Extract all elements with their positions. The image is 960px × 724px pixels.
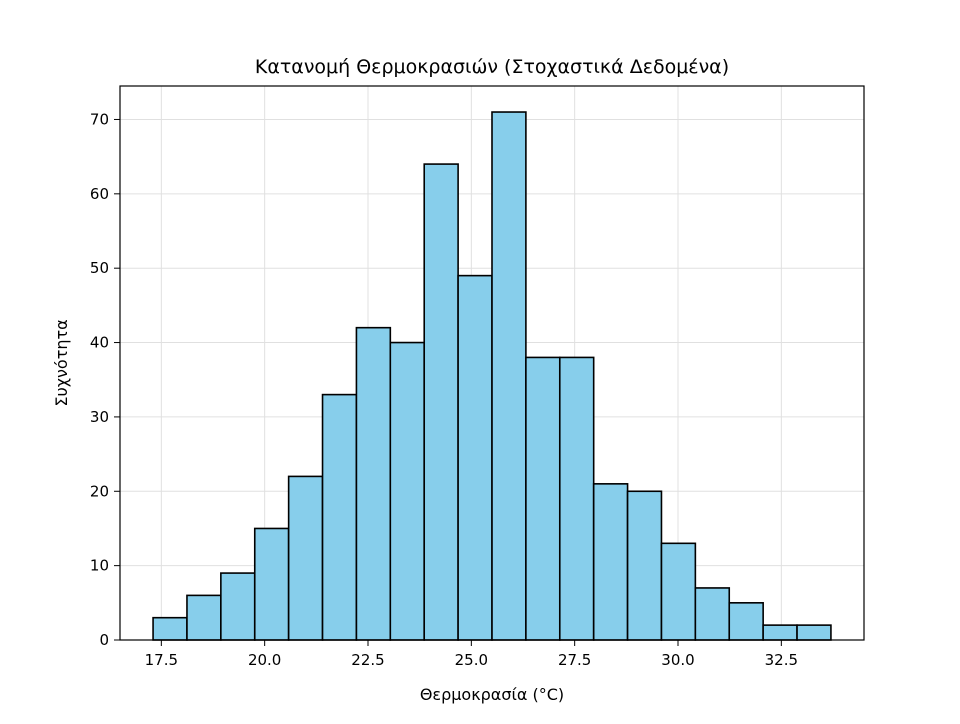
histogram-bar-7	[389, 341, 426, 641]
x-axis-label: Θερμοκρασία (°C)	[420, 685, 564, 704]
y-axis-ticks: 0 10 20 30 40 50 60 70	[90, 110, 120, 649]
y-tick-label: 20	[90, 482, 109, 500]
x-tick-label: 30.0	[661, 651, 694, 669]
histogram-bar-0	[152, 616, 188, 641]
histogram-bar-18	[762, 624, 798, 641]
chart-title: Κατανομή Θερμοκρασιών (Στοχαστικά Δεδομέ…	[255, 56, 729, 78]
histogram-bar-16	[694, 587, 731, 641]
plot-frame	[119, 85, 865, 641]
y-tick-label: 50	[90, 259, 109, 277]
x-tick-label: 32.5	[765, 651, 798, 669]
histogram-bar-9	[457, 274, 493, 641]
histogram-bar-8	[423, 163, 459, 641]
histogram-bar-5	[321, 393, 358, 641]
histogram-bar-1	[186, 594, 222, 641]
x-axis-ticks: 17.5 20.0 22.5 25.0 27.5 30.0 32.5	[145, 640, 798, 669]
y-tick-label: 70	[90, 110, 109, 128]
histogram-bar-3	[253, 527, 290, 641]
histogram-bar-15	[660, 542, 697, 641]
histogram-bar-11	[525, 356, 561, 641]
y-tick-label: 30	[90, 408, 109, 426]
x-tick-label: 22.5	[351, 651, 384, 669]
histogram-bar-14	[626, 490, 663, 641]
histogram-bar-2	[220, 572, 256, 641]
y-tick-label: 0	[99, 631, 109, 649]
y-axis-label: Συχνότητα	[52, 319, 71, 406]
histogram-bar-6	[355, 326, 392, 641]
histogram-bar-17	[728, 602, 764, 641]
x-tick-label: 25.0	[455, 651, 488, 669]
histogram-bar-12	[558, 356, 595, 641]
x-tick-label: 27.5	[558, 651, 591, 669]
y-tick-label: 60	[90, 185, 109, 203]
histogram-bar-4	[287, 475, 324, 641]
bars-layer	[152, 111, 832, 641]
x-tick-label: 20.0	[248, 651, 281, 669]
histogram-bar-13	[592, 483, 629, 641]
y-tick-label: 10	[90, 557, 109, 575]
histogram-bar-19	[796, 624, 832, 641]
x-tick-label: 17.5	[145, 651, 178, 669]
y-tick-label: 40	[90, 334, 109, 352]
histogram-bar-10	[491, 111, 527, 641]
